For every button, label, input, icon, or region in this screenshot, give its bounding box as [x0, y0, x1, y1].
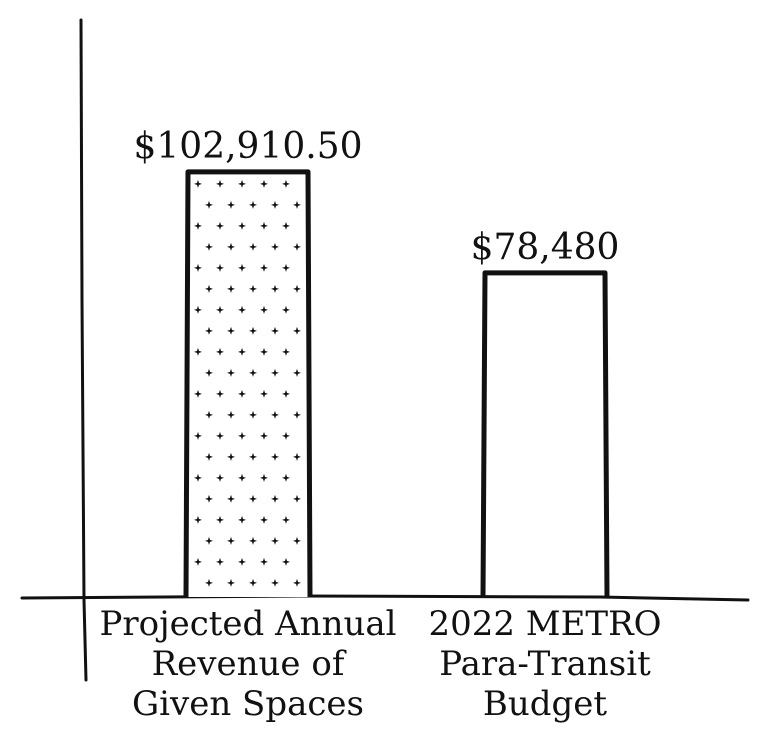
x-axis	[20, 594, 750, 602]
category-label-line: Budget	[483, 684, 608, 724]
bar-value-label: $102,910.50	[133, 126, 362, 167]
category-label-line: Projected Annual	[99, 604, 396, 644]
bar	[480, 270, 610, 598]
category-label-line: Given Spaces	[132, 684, 364, 724]
bar-value-label: $78,480	[471, 227, 620, 268]
bar	[183, 169, 313, 598]
category-label-line: Para-Transit	[439, 644, 651, 684]
bar-pattern	[194, 179, 301, 587]
category-label-line: 2022 METRO	[428, 604, 661, 644]
y-axis	[79, 18, 88, 682]
category-label-line: Revenue of	[152, 644, 347, 684]
category-label: 2022 METRO Para-Transit Budget	[428, 604, 661, 724]
category-label: Projected Annual Revenue of Given Spaces	[99, 604, 396, 724]
